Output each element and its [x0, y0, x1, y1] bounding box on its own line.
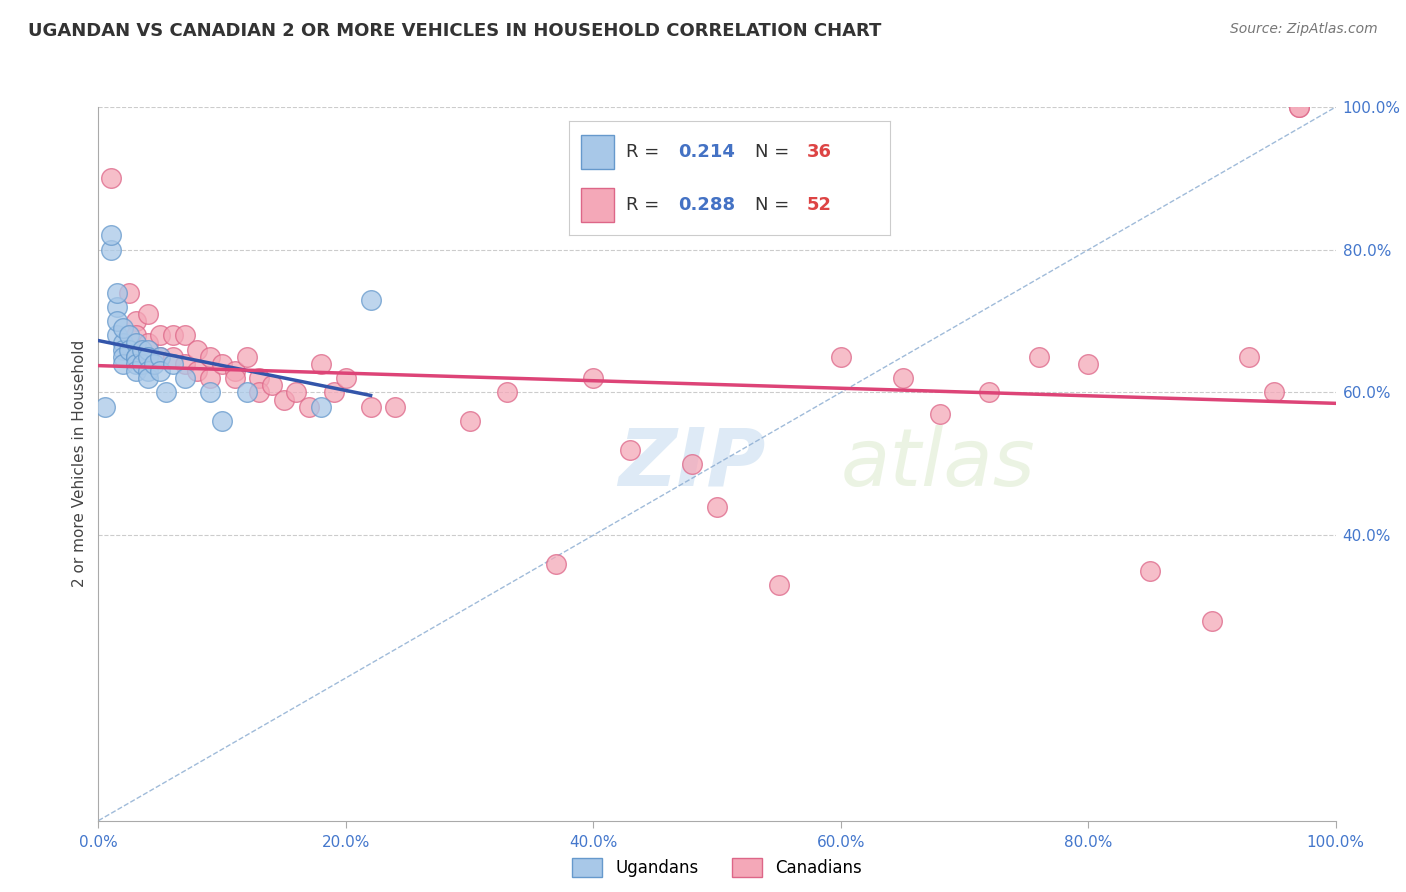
Point: [112, 357, 135, 371]
Point: [360, 293, 382, 307]
Point: [211, 357, 233, 371]
Point: [124, 357, 146, 371]
Point: [198, 350, 221, 364]
Point: [136, 307, 159, 321]
Text: UGANDAN VS CANADIAN 2 OR MORE VEHICLES IN HOUSEHOLD CORRELATION CHART: UGANDAN VS CANADIAN 2 OR MORE VEHICLES I…: [28, 22, 882, 40]
Point: [112, 350, 135, 364]
Text: ZIP: ZIP: [619, 425, 765, 503]
Point: [1077, 357, 1099, 371]
Point: [236, 385, 259, 400]
Point: [124, 350, 146, 364]
Point: [105, 285, 128, 300]
Point: [198, 385, 221, 400]
Point: [162, 357, 184, 371]
Point: [112, 335, 135, 350]
Y-axis label: 2 or more Vehicles in Household: 2 or more Vehicles in Household: [72, 340, 87, 588]
Point: [124, 364, 146, 378]
Point: [247, 385, 270, 400]
Point: [100, 243, 122, 257]
Point: [979, 385, 1001, 400]
Point: [322, 385, 344, 400]
Point: [174, 357, 197, 371]
Point: [162, 350, 184, 364]
Point: [162, 328, 184, 343]
Point: [224, 371, 246, 385]
Point: [124, 350, 146, 364]
Point: [1139, 564, 1161, 578]
Point: [236, 350, 259, 364]
Point: [118, 285, 141, 300]
Point: [1201, 614, 1223, 628]
Legend: Ugandans, Canadians: Ugandans, Canadians: [565, 851, 869, 884]
Point: [136, 335, 159, 350]
Point: [298, 400, 321, 414]
Point: [928, 407, 950, 421]
Point: [112, 343, 135, 357]
Point: [619, 442, 641, 457]
Point: [149, 350, 172, 364]
Point: [100, 171, 122, 186]
Point: [830, 350, 852, 364]
Text: atlas: atlas: [841, 425, 1036, 503]
Point: [1263, 385, 1285, 400]
Point: [1288, 100, 1310, 114]
Point: [1288, 100, 1310, 114]
Point: [136, 371, 159, 385]
Point: [458, 414, 481, 428]
Point: [105, 314, 128, 328]
Point: [768, 578, 790, 592]
Point: [224, 364, 246, 378]
Point: [124, 314, 146, 328]
Point: [198, 371, 221, 385]
Point: [186, 364, 208, 378]
Point: [285, 385, 308, 400]
Point: [309, 357, 332, 371]
Point: [105, 300, 128, 314]
Point: [131, 343, 153, 357]
Point: [149, 350, 172, 364]
Point: [174, 371, 197, 385]
Point: [546, 557, 568, 571]
Point: [891, 371, 914, 385]
Point: [124, 328, 146, 343]
Point: [155, 385, 177, 400]
Point: [93, 400, 115, 414]
Point: [118, 343, 141, 357]
Point: [1237, 350, 1260, 364]
Point: [112, 321, 135, 335]
Point: [143, 357, 166, 371]
Point: [118, 328, 141, 343]
Point: [136, 364, 159, 378]
Point: [1028, 350, 1050, 364]
Point: [273, 392, 295, 407]
Point: [131, 357, 153, 371]
Point: [105, 328, 128, 343]
Point: [136, 350, 159, 364]
Text: Source: ZipAtlas.com: Source: ZipAtlas.com: [1230, 22, 1378, 37]
Point: [582, 371, 605, 385]
Point: [100, 228, 122, 243]
Point: [174, 328, 197, 343]
Point: [211, 414, 233, 428]
Point: [309, 400, 332, 414]
Point: [335, 371, 357, 385]
Point: [260, 378, 283, 392]
Point: [136, 343, 159, 357]
Point: [706, 500, 728, 514]
Point: [149, 328, 172, 343]
Point: [384, 400, 406, 414]
Point: [186, 343, 208, 357]
Point: [681, 457, 703, 471]
Point: [149, 364, 172, 378]
Point: [247, 371, 270, 385]
Point: [124, 350, 146, 364]
Point: [495, 385, 517, 400]
Point: [124, 335, 146, 350]
Point: [360, 400, 382, 414]
